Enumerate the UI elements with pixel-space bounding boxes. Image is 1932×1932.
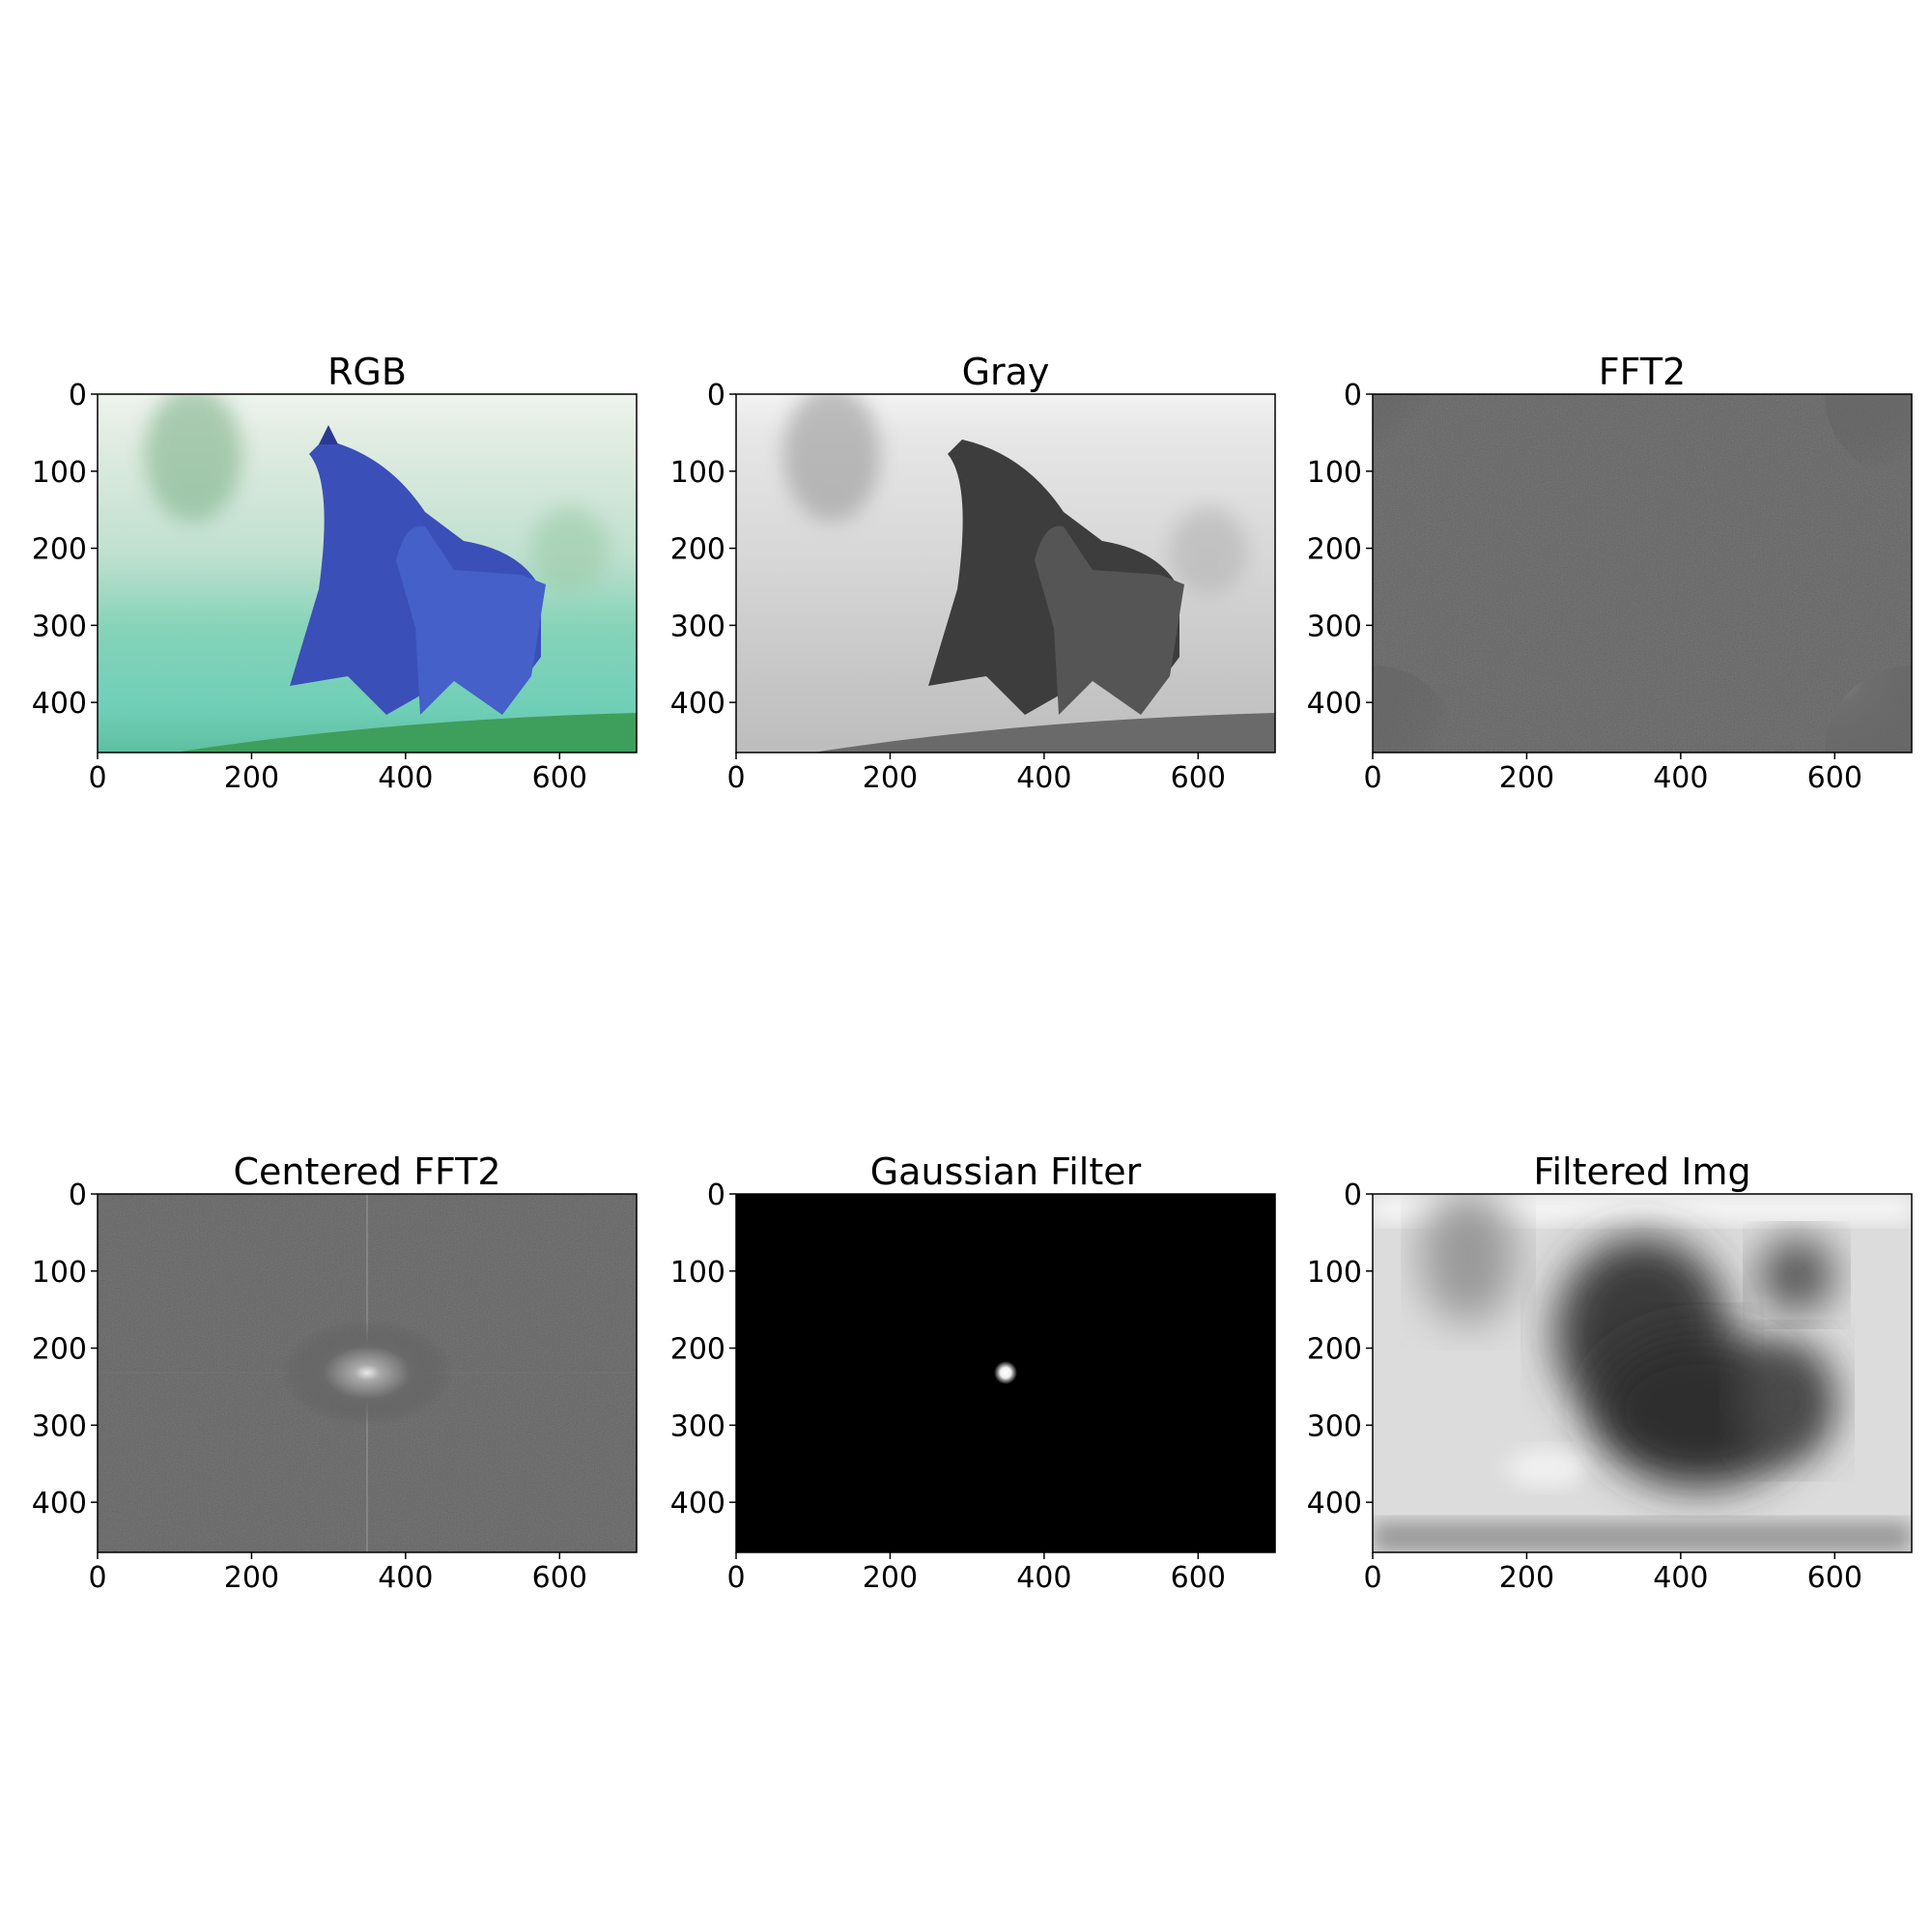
axes-frame: [735, 1193, 1276, 1553]
y-tick-label: 300: [1307, 1409, 1362, 1443]
y-tick-label: 400: [1307, 1487, 1362, 1520]
panel-annotations: RGB 0 200 400 600 0 100 200 300 400: [32, 351, 587, 795]
y-tick-label: 0: [707, 1179, 725, 1212]
y-tick-label: 200: [1307, 533, 1362, 567]
y-tick-label: 400: [1307, 687, 1362, 721]
panel-title: FFT2: [1599, 351, 1686, 393]
panel-filtered-img: [1372, 1193, 1913, 1553]
y-tick-label: 400: [670, 687, 725, 721]
x-tick-label: 0: [88, 761, 106, 795]
axes-frame: [1372, 393, 1913, 753]
y-tick-label: 0: [1344, 379, 1362, 412]
y-tick-label: 200: [32, 1333, 87, 1367]
y-tick-label: 0: [69, 1179, 87, 1212]
y-tick-label: 0: [69, 379, 87, 412]
panel-annotations: FFT2 0 200 400 600 0 100 200 300 400: [1307, 351, 1862, 795]
y-tick-label: 400: [32, 687, 87, 721]
panel-title: Centered FFT2: [233, 1151, 500, 1193]
gray-image: [736, 394, 1275, 753]
y-tick-label: 100: [32, 456, 87, 490]
panel-title: Gaussian Filter: [870, 1151, 1142, 1193]
panel-title: Filtered Img: [1533, 1151, 1750, 1193]
y-tick-label: 100: [670, 456, 725, 490]
y-tick-label: 300: [1307, 610, 1362, 643]
filtered-img-image: [1373, 1194, 1912, 1552]
x-tick-label: 600: [532, 761, 587, 795]
x-tick-label: 200: [1499, 761, 1554, 795]
gaussian-filter-image: [736, 1194, 1275, 1552]
y-tick-label: 100: [32, 1256, 87, 1290]
x-tick-label: 600: [532, 1561, 587, 1595]
y-tick-label: 0: [1344, 1179, 1362, 1212]
x-tick-label: 600: [1171, 1561, 1226, 1595]
x-tick-label: 0: [726, 1561, 745, 1595]
panel-annotations: Gray 0 200 400 600 0 100 200 300 400: [670, 351, 1226, 795]
y-tick-label: 100: [670, 1256, 725, 1290]
x-tick-label: 400: [1653, 761, 1708, 795]
x-tick-label: 0: [88, 1561, 106, 1595]
y-tick-label: 400: [670, 1487, 725, 1520]
centered-fft2-image: [98, 1194, 637, 1552]
x-tick-label: 400: [1653, 1561, 1708, 1595]
panel-title: RGB: [327, 351, 407, 393]
panel-fft2: [1372, 393, 1913, 753]
panel-gray: [735, 393, 1276, 753]
y-tick-label: 200: [670, 1333, 725, 1367]
axes-frame: [1372, 1193, 1913, 1553]
x-tick-label: 200: [863, 761, 918, 795]
x-tick-label: 200: [1499, 1561, 1554, 1595]
y-tick-label: 300: [32, 610, 87, 643]
x-tick-label: 200: [863, 1561, 918, 1595]
annotations: RGB 0 200 400 600 0 100 200 300 400 Gray 0 200 400 600…: [32, 351, 1862, 1595]
y-tick-label: 200: [1307, 1333, 1362, 1367]
y-tick-label: 100: [1307, 1256, 1362, 1290]
x-tick-label: 400: [378, 761, 433, 795]
axes-frame: [97, 393, 638, 753]
x-tick-label: 400: [1016, 1561, 1071, 1595]
panel-annotations: Gaussian Filter 0 200 400 600 0 100 200 300 400: [670, 1151, 1226, 1595]
panel-title: Gray: [962, 351, 1050, 393]
x-tick-label: 200: [224, 761, 279, 795]
x-tick-label: 400: [378, 1561, 433, 1595]
panel-annotations: Centered FFT2 0 200 400 600 0 100 200 300 400: [32, 1151, 587, 1595]
x-tick-label: 0: [726, 761, 745, 795]
panel-gaussian-filter: [735, 1193, 1276, 1553]
axes-frame: [735, 393, 1276, 753]
y-tick-label: 200: [32, 533, 87, 567]
panel-rgb: [97, 393, 638, 753]
x-tick-label: 0: [1363, 1561, 1381, 1595]
fft2-image: [1373, 394, 1912, 753]
x-tick-label: 600: [1171, 761, 1226, 795]
y-tick-label: 300: [670, 610, 725, 643]
x-tick-label: 200: [224, 1561, 279, 1595]
y-tick-label: 300: [32, 1409, 87, 1443]
axes-frame: [97, 1193, 638, 1553]
x-tick-label: 0: [1363, 761, 1381, 795]
rgb-image: [98, 394, 637, 753]
x-tick-label: 600: [1807, 1561, 1862, 1595]
y-tick-label: 100: [1307, 456, 1362, 490]
x-tick-label: 400: [1016, 761, 1071, 795]
x-tick-label: 600: [1807, 761, 1862, 795]
y-tick-label: 200: [670, 533, 725, 567]
y-tick-label: 400: [32, 1487, 87, 1520]
panel-centered-fft2: [97, 1193, 638, 1553]
y-tick-label: 300: [670, 1409, 725, 1443]
y-tick-label: 0: [707, 379, 725, 412]
panel-annotations: Filtered Img 0 200 400 600 0 100 200 300 400: [1307, 1151, 1862, 1595]
